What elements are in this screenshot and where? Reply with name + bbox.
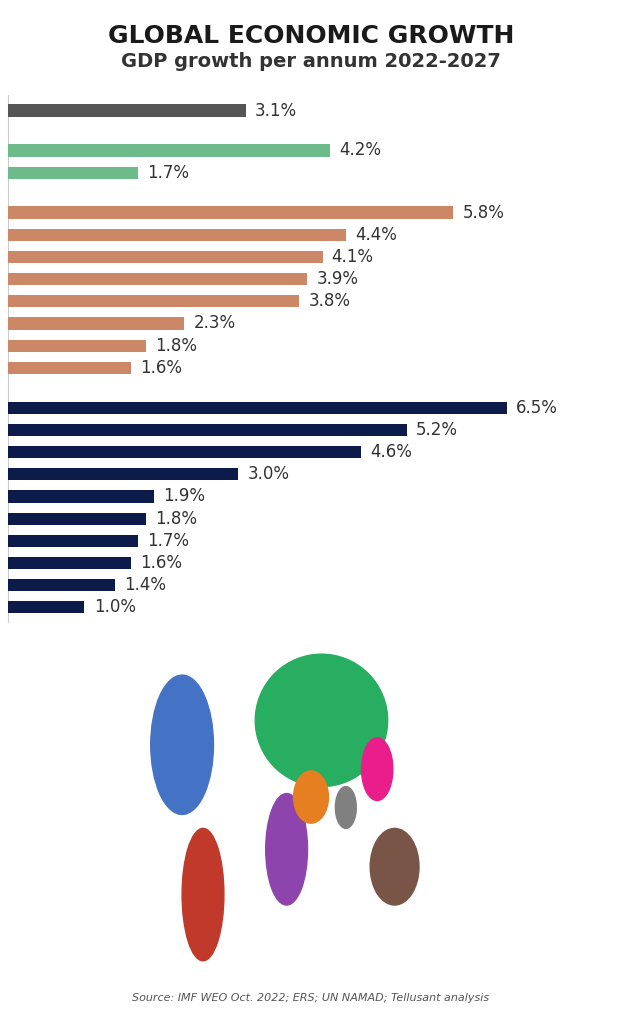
Text: 4.4%: 4.4%: [355, 225, 397, 244]
Bar: [7, 490, 154, 503]
Ellipse shape: [151, 675, 213, 814]
Text: 4.6%: 4.6%: [370, 443, 412, 461]
Text: 3.9%: 3.9%: [317, 270, 358, 288]
Ellipse shape: [370, 828, 419, 905]
Text: 5.2%: 5.2%: [416, 421, 458, 439]
Bar: [7, 401, 507, 414]
Text: 3.0%: 3.0%: [248, 465, 289, 483]
Ellipse shape: [255, 654, 388, 786]
Text: 6.5%: 6.5%: [516, 398, 558, 417]
Bar: [7, 446, 361, 458]
Bar: [7, 557, 131, 569]
Text: 3.8%: 3.8%: [309, 292, 351, 310]
Ellipse shape: [294, 771, 328, 823]
Bar: [7, 340, 146, 351]
Bar: [7, 295, 299, 307]
Text: 1.7%: 1.7%: [147, 531, 190, 550]
Ellipse shape: [182, 828, 224, 961]
Ellipse shape: [266, 794, 307, 905]
Text: 1.7%: 1.7%: [147, 164, 190, 181]
Ellipse shape: [335, 786, 356, 828]
Bar: [7, 273, 307, 286]
Text: 2.3%: 2.3%: [193, 314, 236, 333]
Bar: [7, 317, 184, 330]
Bar: [7, 228, 346, 241]
Text: GDP growth per annum 2022-2027: GDP growth per annum 2022-2027: [121, 52, 501, 72]
Text: 1.8%: 1.8%: [155, 337, 197, 354]
Bar: [7, 207, 453, 219]
Text: 1.6%: 1.6%: [140, 358, 182, 377]
Text: 1.8%: 1.8%: [155, 510, 197, 527]
Text: 1.4%: 1.4%: [124, 577, 167, 594]
Text: GLOBAL ECONOMIC GROWTH: GLOBAL ECONOMIC GROWTH: [108, 24, 514, 48]
Text: 4.2%: 4.2%: [340, 141, 381, 160]
Text: 5.8%: 5.8%: [462, 204, 504, 221]
Text: 1.0%: 1.0%: [94, 598, 136, 616]
Text: 1.9%: 1.9%: [163, 487, 205, 506]
Bar: [7, 601, 85, 613]
Ellipse shape: [361, 738, 393, 801]
Text: 4.1%: 4.1%: [332, 248, 374, 266]
Bar: [7, 104, 246, 117]
Text: 1.6%: 1.6%: [140, 554, 182, 572]
Bar: [7, 512, 146, 524]
Text: Source: IMF WEO Oct. 2022; ERS; UN NAMAD; Tellusant analysis: Source: IMF WEO Oct. 2022; ERS; UN NAMAD…: [132, 992, 490, 1002]
Bar: [7, 361, 131, 374]
Bar: [7, 424, 407, 436]
Bar: [7, 535, 138, 547]
Bar: [7, 251, 323, 263]
Bar: [7, 468, 238, 480]
Bar: [7, 144, 330, 157]
Bar: [7, 579, 115, 591]
Text: 3.1%: 3.1%: [255, 101, 297, 120]
Bar: [7, 167, 138, 179]
